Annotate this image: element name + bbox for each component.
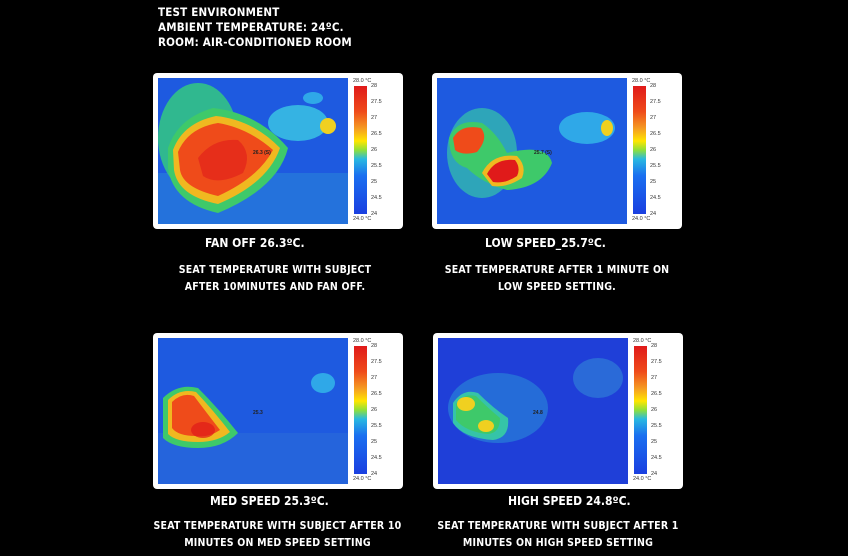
scale-tick-label: 24: [371, 471, 378, 477]
caption-low-speed: LOW SPEED_25.7ºC.: [485, 236, 606, 250]
thermal-heatmap: [158, 338, 348, 484]
scale-tick-label: 28: [651, 343, 658, 349]
scale-tick-label: 25.5: [371, 163, 382, 169]
description-fan-off: SEAT TEMPERATURE WITH SUBJECT AFTER 10MI…: [178, 264, 372, 293]
scale-min-label: 24.0 °C: [353, 216, 372, 222]
scale-tick-label: 25: [371, 439, 378, 445]
scale-tick-label: 27: [651, 375, 658, 381]
spot-temperature-marker: 25.7 (S): [534, 150, 552, 156]
spot-temperature-marker: 26.3 (S): [253, 150, 271, 156]
color-scale: 28.0 °C 24.0 °C 28 27.5 27 26.5 26 25.5 25 24.5…: [631, 338, 677, 484]
color-scale: 28.0 °C 24.0 °C 28 27.5 27 26.5 26 25.5 25 24.5…: [351, 338, 397, 484]
thermal-image-fan-off: 26.3 (S) 28.0 °C 24.0 °C 28 27.5 27 26.5 26 2…: [153, 73, 403, 229]
scale-tick-label: 27.5: [650, 99, 661, 105]
thermal-image-high-speed: 24.8 28.0 °C 24.0 °C 28 27.5 27 26.5 26 25.5 2…: [433, 333, 683, 489]
scale-tick-label: 27: [650, 115, 657, 121]
color-scale-bar: [634, 346, 647, 474]
scale-tick-label: 26.5: [650, 131, 661, 137]
color-scale-bar: [633, 86, 646, 214]
scale-min-label: 24.0 °C: [632, 216, 651, 222]
scale-tick-label: 26: [371, 147, 378, 153]
description-high-speed: SEAT TEMPERATURE WITH SUBJECT AFTER 1 MI…: [437, 520, 679, 549]
scale-tick-label: 24.5: [650, 195, 661, 201]
description-med-speed: SEAT TEMPERATURE WITH SUBJECT AFTER 10 M…: [153, 520, 402, 549]
thermal-image-med-speed: 25.3 28.0 °C 24.0 °C 28 27.5 27 26.5 26 25.5 2…: [153, 333, 403, 489]
scale-max-label: 28.0 °C: [353, 338, 372, 344]
scale-tick-label: 24: [371, 211, 378, 217]
caption-high-speed: HIGH SPEED 24.8ºC.: [508, 494, 631, 508]
scale-tick-label: 24.5: [651, 455, 662, 461]
scale-tick-label: 25: [651, 439, 658, 445]
scale-tick-label: 25: [650, 179, 657, 185]
thermal-heatmap: [437, 78, 627, 224]
scale-tick-label: 27: [371, 115, 378, 121]
color-scale-bar: [354, 86, 367, 214]
scale-tick-label: 26: [371, 407, 378, 413]
thermal-image-low-speed: 25.7 (S) 28.0 °C 24.0 °C 28 27.5 27 26.5 26 2…: [432, 73, 682, 229]
scale-tick-label: 27.5: [371, 99, 382, 105]
scale-tick-label: 25.5: [371, 423, 382, 429]
header-room: ROOM: AIR-CONDITIONED ROOM: [158, 35, 352, 49]
test-environment-header: TEST ENVIRONMENT AMBIENT TEMPERATURE: 24…: [158, 5, 352, 50]
spot-temperature-marker: 24.8: [533, 410, 543, 416]
scale-min-label: 24.0 °C: [633, 476, 652, 482]
caption-fan-off: FAN OFF 26.3ºC.: [205, 236, 305, 250]
description-low-speed: SEAT TEMPERATURE AFTER 1 MINUTE ON LOW S…: [444, 264, 670, 293]
thermal-heatmap: [158, 78, 348, 224]
spot-temperature-marker: 25.3: [253, 410, 263, 416]
color-scale: 28.0 °C 24.0 °C 28 27.5 27 26.5 26 25.5 25 24.5…: [351, 78, 397, 224]
scale-tick-label: 27.5: [651, 359, 662, 365]
scale-tick-label: 24: [650, 211, 657, 217]
scale-tick-label: 28: [650, 83, 657, 89]
scale-tick-label: 26.5: [371, 391, 382, 397]
scale-max-label: 28.0 °C: [633, 338, 652, 344]
header-title: TEST ENVIRONMENT: [158, 5, 280, 19]
scale-tick-label: 28: [371, 83, 378, 89]
scale-tick-label: 25.5: [651, 423, 662, 429]
scale-tick-label: 26: [651, 407, 658, 413]
scale-tick-label: 26.5: [371, 131, 382, 137]
header-ambient-temperature: AMBIENT TEMPERATURE: 24ºC.: [158, 20, 344, 34]
scale-max-label: 28.0 °C: [353, 78, 372, 84]
scale-tick-label: 24.5: [371, 195, 382, 201]
color-scale: 28.0 °C 24.0 °C 28 27.5 27 26.5 26 25.5 25 24.5…: [630, 78, 676, 224]
scale-tick-label: 25.5: [650, 163, 661, 169]
scale-tick-label: 24.5: [371, 455, 382, 461]
scale-min-label: 24.0 °C: [353, 476, 372, 482]
scale-tick-label: 26.5: [651, 391, 662, 397]
scale-max-label: 28.0 °C: [632, 78, 651, 84]
scale-tick-label: 25: [371, 179, 378, 185]
scale-tick-label: 27: [371, 375, 378, 381]
caption-med-speed: MED SPEED 25.3ºC.: [210, 494, 329, 508]
scale-tick-label: 24: [651, 471, 658, 477]
color-scale-bar: [354, 346, 367, 474]
scale-tick-label: 26: [650, 147, 657, 153]
scale-tick-label: 27.5: [371, 359, 382, 365]
thermal-heatmap: [438, 338, 628, 484]
scale-tick-label: 28: [371, 343, 378, 349]
